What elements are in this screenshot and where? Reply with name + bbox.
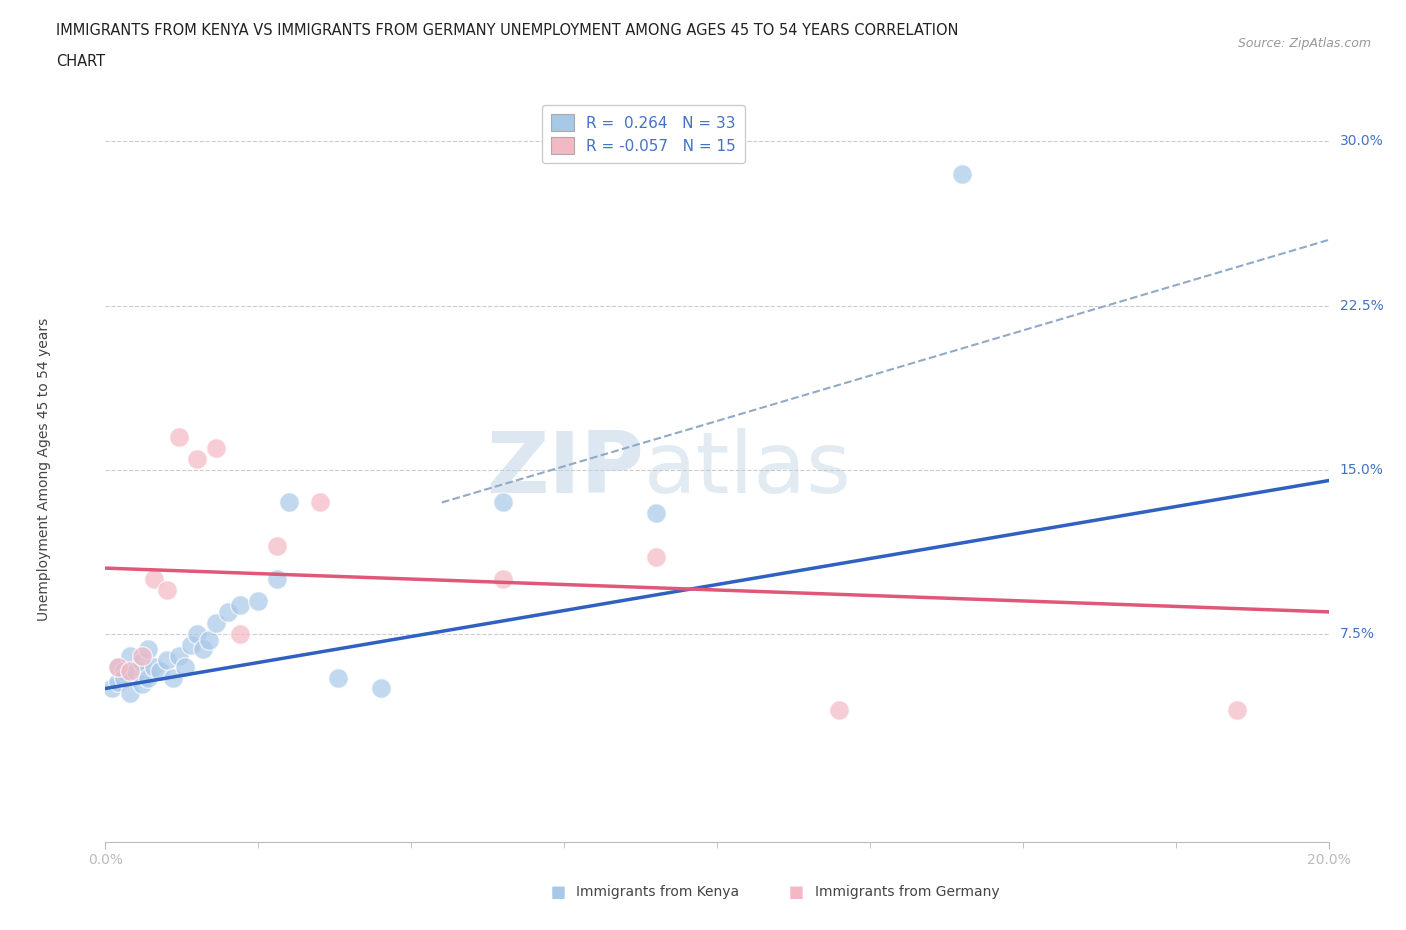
Text: 30.0%: 30.0%	[1340, 135, 1384, 149]
Point	[107, 659, 129, 674]
Point	[217, 604, 239, 619]
Point	[229, 598, 252, 613]
Point	[131, 648, 153, 663]
Text: atlas: atlas	[644, 428, 852, 512]
Text: IMMIGRANTS FROM KENYA VS IMMIGRANTS FROM GERMANY UNEMPLOYMENT AMONG AGES 45 TO 5: IMMIGRANTS FROM KENYA VS IMMIGRANTS FROM…	[56, 23, 959, 38]
Point	[1226, 703, 1249, 718]
Text: Immigrants from Germany: Immigrants from Germany	[815, 885, 1000, 899]
Text: Immigrants from Kenya: Immigrants from Kenya	[576, 885, 740, 899]
Point	[266, 538, 288, 553]
Text: Unemployment Among Ages 45 to 54 years: Unemployment Among Ages 45 to 54 years	[38, 318, 51, 621]
Point	[118, 663, 141, 678]
Text: ▪: ▪	[550, 880, 567, 904]
Point	[266, 572, 288, 587]
Point	[167, 430, 190, 445]
Text: ZIP: ZIP	[486, 428, 644, 512]
Text: 15.0%: 15.0%	[1340, 462, 1384, 477]
Point	[131, 655, 153, 670]
Point	[644, 506, 666, 521]
Point	[107, 659, 129, 674]
Point	[167, 648, 190, 663]
Point	[136, 642, 159, 657]
Point	[370, 681, 392, 696]
Text: ▪: ▪	[789, 880, 806, 904]
Point	[107, 674, 129, 689]
Legend: R =  0.264   N = 33, R = -0.057   N = 15: R = 0.264 N = 33, R = -0.057 N = 15	[543, 105, 745, 163]
Point	[155, 582, 177, 597]
Point	[828, 703, 851, 718]
Point	[149, 663, 172, 678]
Point	[180, 637, 202, 652]
Point	[247, 593, 270, 608]
Point	[644, 550, 666, 565]
Point	[143, 659, 166, 674]
Point	[186, 451, 208, 466]
Point	[277, 495, 299, 510]
Point	[229, 626, 252, 641]
Point	[162, 671, 184, 685]
Point	[112, 663, 135, 678]
Point	[204, 440, 226, 455]
Point	[186, 626, 208, 641]
Text: CHART: CHART	[56, 54, 105, 69]
Point	[118, 685, 141, 700]
Text: 22.5%: 22.5%	[1340, 299, 1384, 312]
Point	[131, 677, 153, 692]
Point	[136, 671, 159, 685]
Point	[198, 633, 221, 648]
Point	[492, 572, 515, 587]
Point	[204, 616, 226, 631]
Point	[100, 681, 122, 696]
Point	[174, 659, 197, 674]
Point	[308, 495, 330, 510]
Point	[125, 663, 148, 678]
Text: 7.5%: 7.5%	[1340, 627, 1375, 641]
Point	[950, 166, 973, 181]
Point	[118, 648, 141, 663]
Point	[155, 653, 177, 668]
Text: Source: ZipAtlas.com: Source: ZipAtlas.com	[1237, 37, 1371, 50]
Point	[326, 671, 349, 685]
Point	[112, 671, 135, 685]
Point	[492, 495, 515, 510]
Point	[193, 642, 215, 657]
Point	[143, 572, 166, 587]
